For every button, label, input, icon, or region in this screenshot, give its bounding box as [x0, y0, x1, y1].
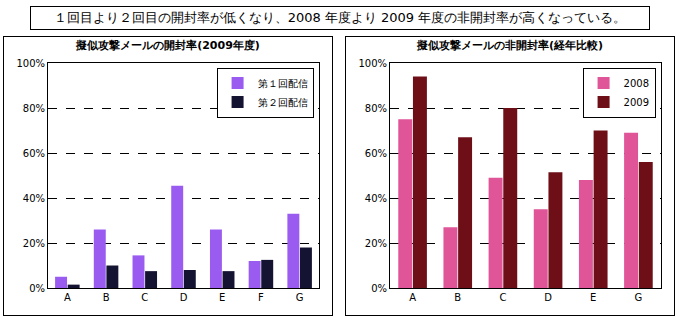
svg-text:60%: 60%: [365, 148, 387, 159]
svg-text:G: G: [296, 292, 304, 303]
svg-text:C: C: [499, 292, 506, 303]
svg-text:D: D: [180, 292, 188, 303]
svg-text:20%: 20%: [365, 238, 387, 249]
svg-text:0%: 0%: [29, 283, 45, 294]
svg-text:E: E: [590, 292, 596, 303]
svg-text:80%: 80%: [365, 103, 387, 114]
svg-text:擬似攻撃メールの開封率(2009年度): 擬似攻撃メールの開封率(2009年度): [75, 39, 260, 52]
svg-text:20%: 20%: [23, 238, 45, 249]
svg-text:擬似攻撃メールの非開封率(経年比較): 擬似攻撃メールの非開封率(経年比較): [416, 39, 603, 52]
svg-text:E: E: [219, 292, 225, 303]
svg-text:第２回配信: 第２回配信: [258, 97, 308, 108]
svg-text:C: C: [141, 292, 148, 303]
svg-text:D: D: [544, 292, 552, 303]
svg-text:G: G: [635, 292, 643, 303]
svg-text:B: B: [103, 292, 110, 303]
svg-text:B: B: [454, 292, 461, 303]
svg-text:0%: 0%: [371, 283, 387, 294]
svg-text:2009: 2009: [624, 97, 649, 108]
svg-text:40%: 40%: [23, 193, 45, 204]
svg-text:40%: 40%: [365, 193, 387, 204]
svg-text:100%: 100%: [358, 58, 387, 69]
svg-text:F: F: [258, 292, 264, 303]
svg-text:100%: 100%: [16, 58, 45, 69]
svg-text:A: A: [64, 292, 71, 303]
svg-text:A: A: [409, 292, 416, 303]
svg-text:80%: 80%: [23, 103, 45, 114]
svg-text:2008: 2008: [624, 78, 649, 89]
html-text:１回目より２回目の開封率が低くなり、2008 年度より 20: １回目より２回目の開封率が低くなり、2008 年度より 2009 年度の非開封率…: [53, 10, 627, 25]
svg-text:60%: 60%: [23, 148, 45, 159]
svg-text:第１回配信: 第１回配信: [258, 78, 308, 89]
